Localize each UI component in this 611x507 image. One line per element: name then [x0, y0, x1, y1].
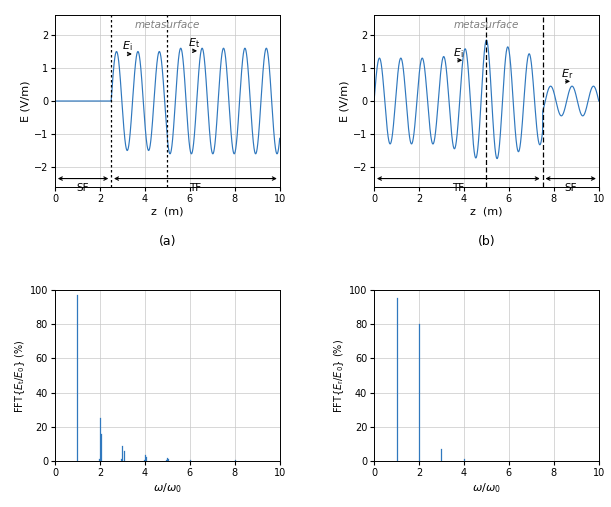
Y-axis label: $\mathrm{FFT}\{E_\mathrm{t}/E_0\}$ (%): $\mathrm{FFT}\{E_\mathrm{t}/E_0\}$ (%) — [13, 339, 27, 413]
Text: metasurface: metasurface — [134, 20, 200, 30]
X-axis label: $\omega/\omega_0$: $\omega/\omega_0$ — [472, 481, 501, 495]
X-axis label: $\omega/\omega_0$: $\omega/\omega_0$ — [153, 481, 181, 495]
Text: TF: TF — [189, 183, 202, 193]
Text: TF: TF — [452, 183, 464, 193]
X-axis label: z  (m): z (m) — [470, 206, 503, 216]
Text: SF: SF — [565, 183, 577, 193]
Text: (a): (a) — [159, 235, 176, 248]
Text: metasurface: metasurface — [454, 20, 519, 30]
Text: (b): (b) — [478, 235, 496, 248]
Text: $E_\mathrm{r}$: $E_\mathrm{r}$ — [560, 67, 573, 81]
Y-axis label: E (V/m): E (V/m) — [340, 80, 350, 122]
Y-axis label: E (V/m): E (V/m) — [21, 80, 31, 122]
Text: $E_\mathrm{t}$: $E_\mathrm{t}$ — [188, 37, 200, 50]
X-axis label: z  (m): z (m) — [151, 206, 183, 216]
Y-axis label: $\mathrm{FFT}\{E_\mathrm{r}/E_0\}$ (%): $\mathrm{FFT}\{E_\mathrm{r}/E_0\}$ (%) — [332, 339, 346, 413]
Text: SF: SF — [77, 183, 89, 193]
Text: $E_\mathrm{i}$: $E_\mathrm{i}$ — [122, 40, 133, 53]
Text: $E_\mathrm{i}$: $E_\mathrm{i}$ — [453, 46, 463, 60]
